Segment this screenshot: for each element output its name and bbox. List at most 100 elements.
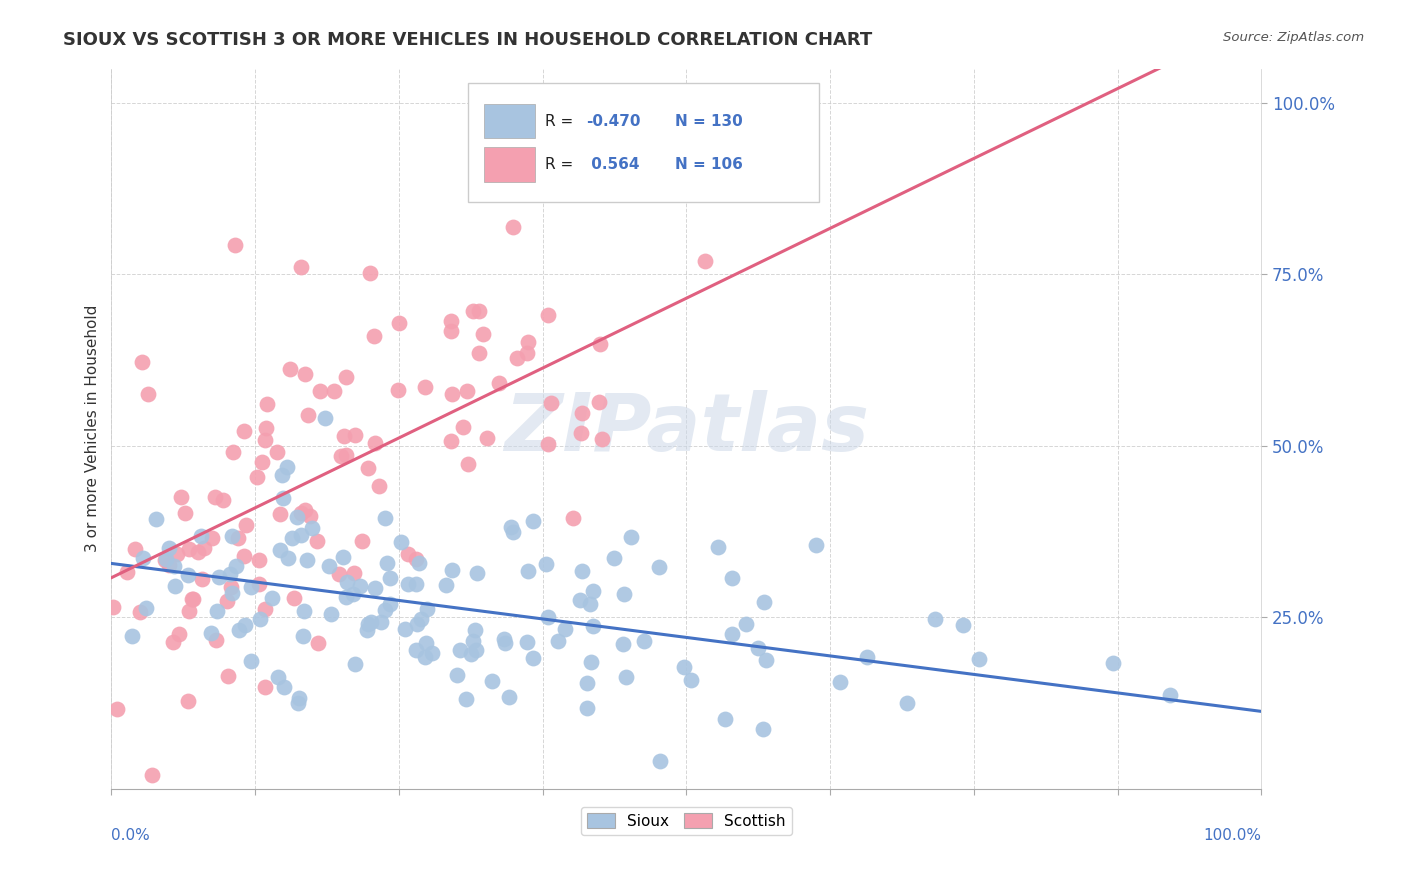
Point xyxy=(228,623,250,637)
Point xyxy=(924,612,946,626)
Point xyxy=(581,184,603,198)
Point xyxy=(502,524,524,539)
Point xyxy=(145,512,167,526)
Point xyxy=(465,643,488,657)
Point xyxy=(582,618,605,632)
Point xyxy=(755,653,778,667)
Point xyxy=(364,581,387,595)
Point xyxy=(896,696,918,710)
Point xyxy=(247,553,270,567)
Point xyxy=(318,558,340,573)
Point xyxy=(301,520,323,534)
Text: 0.564: 0.564 xyxy=(586,157,640,172)
Point xyxy=(190,572,212,586)
Point xyxy=(582,583,605,598)
Point xyxy=(569,426,592,441)
Point xyxy=(465,566,488,580)
Point xyxy=(454,692,477,706)
Point xyxy=(370,615,392,629)
Text: R =: R = xyxy=(546,113,578,128)
Point xyxy=(200,625,222,640)
Point xyxy=(516,346,538,360)
Point xyxy=(648,754,671,768)
Point xyxy=(276,459,298,474)
Point xyxy=(270,468,292,483)
Point xyxy=(294,502,316,516)
Point xyxy=(305,533,328,548)
Point xyxy=(249,612,271,626)
Point xyxy=(387,383,409,397)
Point xyxy=(128,605,150,619)
Point xyxy=(380,597,402,611)
Text: ZIPatlas: ZIPatlas xyxy=(503,390,869,467)
Point xyxy=(176,568,198,582)
Point xyxy=(124,542,146,557)
Point xyxy=(335,448,357,462)
Point xyxy=(375,556,398,570)
Point xyxy=(415,636,437,650)
Point xyxy=(266,445,288,459)
Point xyxy=(121,630,143,644)
Point xyxy=(434,578,457,592)
Point xyxy=(374,603,396,617)
Point xyxy=(190,528,212,542)
Point xyxy=(254,680,277,694)
Point xyxy=(136,387,159,401)
Point xyxy=(174,506,197,520)
Point xyxy=(494,632,516,647)
Point xyxy=(219,580,242,594)
Point xyxy=(349,578,371,592)
Point xyxy=(217,669,239,683)
Point xyxy=(588,395,610,409)
Point xyxy=(359,266,381,280)
Point xyxy=(205,604,228,618)
Text: N = 106: N = 106 xyxy=(675,157,742,172)
Point xyxy=(314,411,336,425)
Point xyxy=(389,535,412,549)
Point xyxy=(221,585,243,599)
Text: N = 130: N = 130 xyxy=(675,113,742,128)
Point xyxy=(343,566,366,580)
Point xyxy=(344,657,367,671)
Point xyxy=(420,646,443,660)
Text: 0.0%: 0.0% xyxy=(111,828,150,843)
Point xyxy=(506,351,529,366)
Point xyxy=(357,617,380,632)
Point xyxy=(250,455,273,469)
Point xyxy=(720,571,742,585)
Point xyxy=(554,622,576,636)
Point xyxy=(307,635,329,649)
Point xyxy=(547,634,569,648)
Point xyxy=(290,528,312,542)
Point xyxy=(212,493,235,508)
Point xyxy=(157,541,180,556)
Point xyxy=(502,220,524,235)
Point xyxy=(204,490,226,504)
Point xyxy=(131,355,153,369)
Point xyxy=(537,437,560,451)
Point xyxy=(360,615,382,629)
Point xyxy=(163,558,186,573)
Point xyxy=(576,676,599,690)
Point xyxy=(273,491,295,506)
Text: Source: ZipAtlas.com: Source: ZipAtlas.com xyxy=(1223,31,1364,45)
Point xyxy=(378,572,401,586)
Point xyxy=(141,768,163,782)
Point xyxy=(588,337,610,351)
Point xyxy=(456,384,478,398)
Point xyxy=(405,642,427,657)
Point xyxy=(468,346,491,360)
Point xyxy=(405,617,427,632)
Point xyxy=(187,545,209,559)
Point xyxy=(287,696,309,710)
Point xyxy=(162,635,184,649)
Point xyxy=(254,601,277,615)
Point xyxy=(177,541,200,556)
Text: R =: R = xyxy=(546,157,578,172)
Point xyxy=(499,520,522,534)
Point xyxy=(413,380,436,394)
Point xyxy=(336,575,359,590)
Point xyxy=(357,461,380,475)
FancyBboxPatch shape xyxy=(468,83,818,202)
Point xyxy=(294,368,316,382)
